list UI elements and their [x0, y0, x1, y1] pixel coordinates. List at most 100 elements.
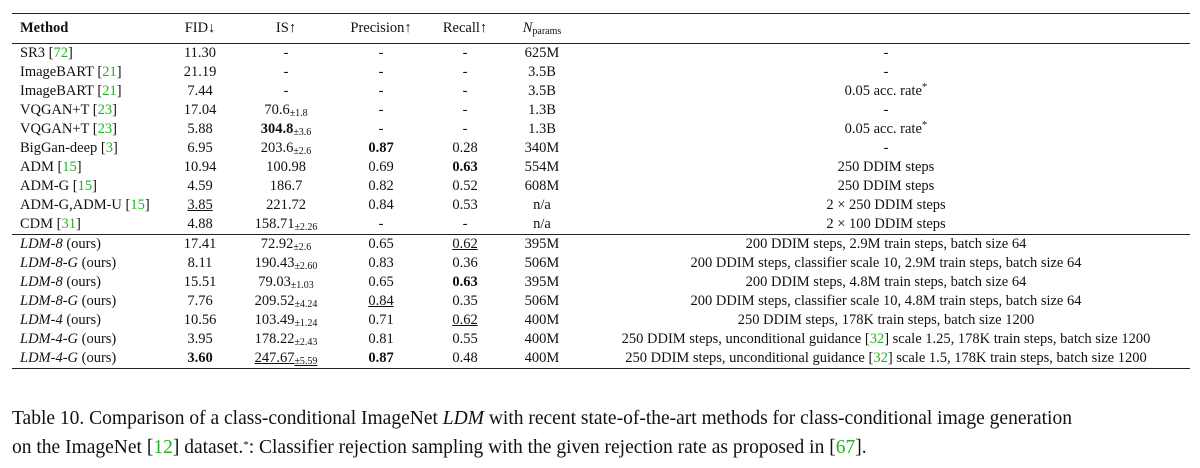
text-segment: CDM [ — [20, 216, 62, 232]
text-segment: ] dataset. — [172, 437, 244, 458]
text-segment: with recent state-of-the-art methods for… — [483, 408, 1072, 429]
citation: 23 — [97, 121, 113, 137]
table-cell: LDM-4-G (ours) — [12, 349, 162, 369]
text-segment: LDM-8-G — [20, 255, 78, 271]
text-segment: ] — [113, 140, 118, 156]
text-segment: 0.63 — [452, 159, 478, 175]
table-cell: ImageBART [21] — [12, 63, 162, 82]
text-segment: 250 DDIM steps, unconditional guidance [ — [625, 350, 874, 366]
table-cell: 15.51 — [183, 274, 217, 290]
table-cell: LDM-4 (ours) — [12, 311, 162, 330]
text-segment: ] scale 1.5, 178K train steps, batch siz… — [887, 350, 1147, 366]
table-cell: - — [883, 45, 889, 61]
table-cell: 6.95 — [187, 140, 213, 156]
header-cell: Method — [20, 20, 69, 36]
table-cell: 1.3B — [528, 102, 556, 118]
table-cell: - — [462, 121, 468, 137]
text-segment: on the ImageNet [ — [12, 437, 154, 458]
text-segment: 190.43 — [254, 255, 295, 271]
text-segment: ±4.24 — [294, 299, 318, 310]
citation: 32 — [869, 331, 885, 347]
table-cell: 0.05 acc. rate* — [582, 82, 1190, 101]
table-cell: 10.56 — [183, 312, 217, 328]
header-cell: IS↑ — [275, 20, 297, 36]
table-cell: 3.5B — [528, 83, 556, 99]
table-cell: - — [378, 102, 384, 118]
table-row: LDM-4 (ours) 10.56 103.49±1.24 0.71 0.62 400M… — [12, 311, 1190, 330]
text-segment: ±2.6 — [293, 242, 312, 253]
text-segment: LDM-4-G — [20, 331, 78, 347]
text-segment: 3.85 — [187, 197, 213, 213]
table-row: VQGAN+T [23] 17.04 70.6±1.8 - - 1.3B - — [12, 101, 1190, 120]
text-segment: ±2.6 — [293, 146, 312, 157]
table-cell: 200 DDIM steps, 4.8M train steps, batch … — [745, 274, 1027, 290]
table-cell: LDM-8-G (ours) — [12, 254, 162, 273]
text-segment: 304.8 — [260, 121, 294, 137]
text-segment: (ours) — [78, 293, 117, 309]
text-segment: 3.60 — [187, 350, 213, 366]
table-cell: 17.04 — [183, 102, 217, 118]
text-segment: 203.6 — [260, 140, 294, 156]
text-segment: ] — [116, 83, 122, 99]
caption-line: Table 10. Comparison of a class-conditio… — [12, 404, 1192, 433]
text-segment: (ours) — [78, 331, 117, 347]
text-segment: LDM-8-G — [20, 293, 78, 309]
table-cell: ImageBART [21] — [12, 82, 162, 101]
text-segment: params — [532, 26, 562, 37]
table-cell: 0.62 — [428, 311, 502, 330]
text-segment: 158.71 — [254, 216, 295, 232]
table-cell: 554M — [524, 159, 560, 175]
table-cell: 158.71±2.26 — [238, 215, 334, 235]
text-segment: LDM-4-G — [20, 350, 78, 366]
table-cell: 395M — [524, 274, 560, 290]
table-cell: 3.95 — [187, 331, 213, 347]
table-cell: 0.84 — [334, 292, 428, 311]
citation: 72 — [53, 45, 68, 61]
table-cell: LDM-8 (ours) — [12, 273, 162, 292]
citation: 32 — [873, 350, 888, 366]
table-cell: 400M — [524, 350, 560, 366]
table-cell: 4.59 — [187, 178, 213, 194]
table-cell: 0.35 — [452, 293, 478, 309]
table-cell: n/a — [533, 197, 551, 213]
caption-line: on the ImageNet [12] dataset.*: Classifi… — [12, 433, 1192, 462]
table-cell: 79.03±1.03 — [238, 273, 334, 292]
header-cell: Recall↑ — [442, 20, 488, 36]
table-cell: 0.55 — [452, 331, 478, 347]
text-segment: 0.62 — [452, 312, 478, 328]
caption: Table 10. Comparison of a class-conditio… — [12, 404, 1192, 462]
table-cell: 2 × 250 DDIM steps — [826, 197, 946, 213]
table-cell: 250 DDIM steps — [837, 178, 935, 194]
text-segment: * — [243, 439, 249, 451]
table-cell: 0.84 — [368, 197, 394, 213]
citation: 15 — [62, 159, 77, 175]
text-segment: ] — [144, 197, 150, 213]
text-segment: 72.92 — [260, 236, 294, 252]
table-cell: 3.85 — [162, 196, 238, 215]
table-cell: 0.28 — [452, 140, 478, 156]
table-cell: 0.65 — [368, 236, 394, 252]
citation: 12 — [153, 437, 173, 458]
text-segment: (ours) — [62, 274, 101, 290]
table-cell: - — [883, 102, 889, 118]
header-cell: Precision↑ — [350, 20, 412, 36]
table-cell: 221.72 — [266, 197, 306, 213]
table-cell: 0.52 — [452, 178, 478, 194]
table-row: LDM-8-G (ours) 7.76 209.52±4.24 0.84 0.35 506… — [12, 292, 1190, 311]
text-segment: (ours) — [78, 350, 117, 366]
table-cell: 70.6±1.8 — [238, 101, 334, 120]
table-cell: 0.48 — [452, 350, 478, 366]
text-segment: ] — [92, 178, 97, 194]
text-segment: 0.63 — [452, 274, 478, 290]
table-cell: - — [283, 64, 289, 80]
table-cell: - — [462, 83, 468, 99]
text-segment: ±2.26 — [294, 222, 318, 233]
table-cell: 250 DDIM steps, 178K train steps, batch … — [737, 312, 1035, 328]
table-cell: 0.05 acc. rate* — [582, 120, 1190, 139]
table-cell: 2 × 100 DDIM steps — [826, 216, 946, 232]
table-cell: 0.87 — [334, 139, 428, 158]
table-cell: 7.76 — [187, 293, 213, 309]
table-cell: 3.5B — [528, 64, 556, 80]
table-row: SR3 [72] 11.30 - - - 625M - — [12, 44, 1190, 64]
text-segment: 209.52 — [254, 293, 295, 309]
